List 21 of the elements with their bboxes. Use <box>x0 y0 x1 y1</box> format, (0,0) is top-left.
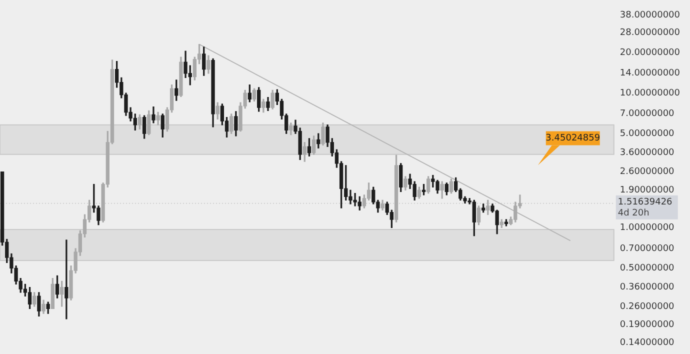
y-tick-label: 3.60000000 <box>620 148 675 158</box>
y-tick-label: 28.00000000 <box>620 28 680 38</box>
y-tick-label: 0.19000000 <box>620 320 675 330</box>
candlestick <box>64 240 68 320</box>
y-tick-label: 0.14000000 <box>620 338 675 348</box>
text: 4d 20h <box>618 208 650 219</box>
y-tick-label: 1.00000000 <box>620 223 675 233</box>
y-tick-label: 20.00000000 <box>620 48 680 58</box>
y-tick-label: 14.00000000 <box>620 68 680 79</box>
y-tick-label: 10.00000000 <box>620 88 680 98</box>
y-tick-label: 0.26000000 <box>620 302 675 312</box>
y-tick-label: 1.90000000 <box>620 185 675 196</box>
annotation: 3.45024859 <box>546 134 600 144</box>
y-tick-label: 2.60000000 <box>620 167 675 178</box>
y-tick-label: 38.00000000 <box>620 10 680 20</box>
y-tick-label: 0.36000000 <box>620 282 675 293</box>
ref-line-label: 1.51639426 <box>618 198 673 208</box>
y-tick-label: 0.70000000 <box>620 244 675 254</box>
y-tick-label: 0.50000000 <box>620 264 675 274</box>
y-tick-label: 7.00000000 <box>620 109 675 120</box>
y-tick-label: 5.00000000 <box>620 128 675 139</box>
